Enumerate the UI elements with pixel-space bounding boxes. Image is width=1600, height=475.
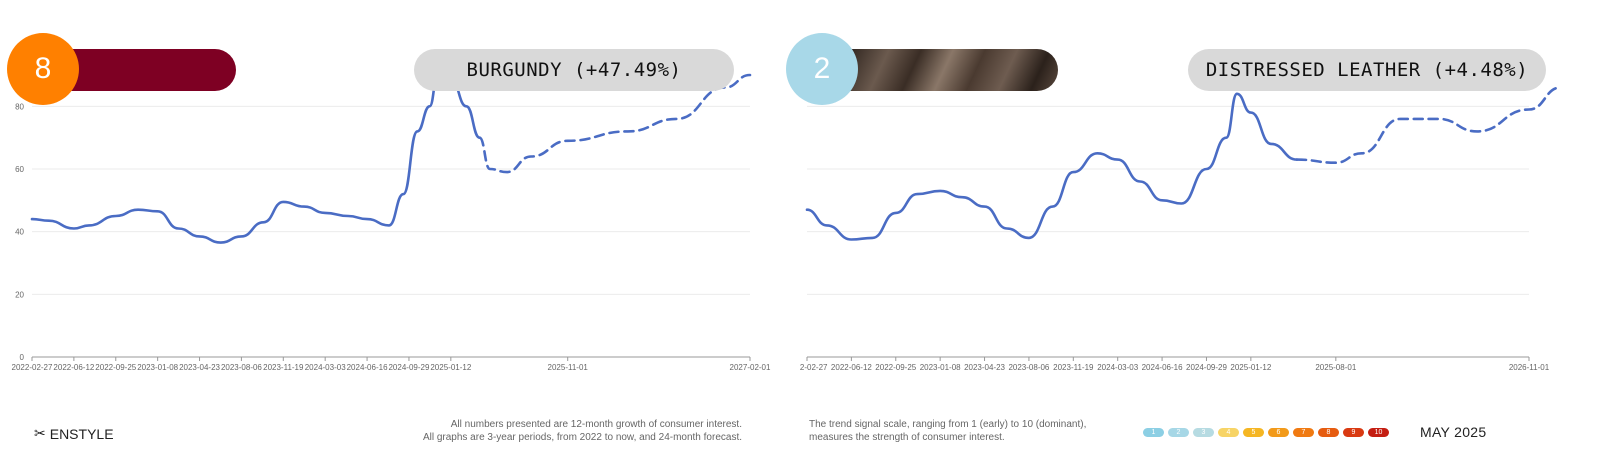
trend-panel-distressed-leather: 0204060802022-02-272022-06-122022-09-252… xyxy=(786,0,1600,400)
x-tick-label: 2027-02-01 xyxy=(730,363,771,372)
x-tick-label: 2022-06-12 xyxy=(831,363,872,372)
trend-signal-scale: 1 2 3 4 5 6 7 8 9 10 xyxy=(1143,428,1389,437)
x-tick-label: 2022-06-12 xyxy=(53,363,94,372)
x-tick-label: 2024-03-03 xyxy=(305,363,346,372)
x-tick-label: 2023-01-08 xyxy=(920,363,961,372)
scale-level-7: 7 xyxy=(1293,428,1314,437)
footnote-line-2: All graphs are 3-year periods, from 2022… xyxy=(422,432,742,443)
x-tick-label: 2026-11-01 xyxy=(1509,363,1550,372)
brand-name: ENSTYLE xyxy=(49,425,114,442)
leather-texture-swatch xyxy=(848,49,1058,91)
scale-description-line-2: measures the strength of consumer intere… xyxy=(809,432,1005,443)
x-tick-label: 2025-01-12 xyxy=(1230,363,1271,372)
x-tick-label: 2024-03-03 xyxy=(1097,363,1138,372)
x-tick-label: 2025-01-12 xyxy=(430,363,471,372)
scale-level-2: 2 xyxy=(1168,428,1189,437)
scale-level-1: 1 xyxy=(1143,428,1164,437)
x-tick-label: 2023-08-06 xyxy=(1008,363,1049,372)
x-tick-label: 2024-09-29 xyxy=(1186,363,1227,372)
x-tick-label: 2024-09-29 xyxy=(388,363,429,372)
scissors-icon: ✂ xyxy=(34,425,46,441)
y-tick-label: 20 xyxy=(15,290,24,299)
trend-panel-burgundy: 0 20 40 60 80 2022-02-27 2022-06-12 2022-09-25 2… xyxy=(0,0,800,400)
forecast-line xyxy=(478,73,752,174)
scale-level-4: 4 xyxy=(1218,428,1239,437)
x-tick-label: 2022-09-25 xyxy=(95,363,136,372)
x-tick-label: 2023-11-19 xyxy=(263,363,304,372)
trend-title: BURGUNDY (+47.49%) xyxy=(414,49,734,91)
x-tick-label: 2024-06-16 xyxy=(1142,363,1183,372)
scale-level-6: 6 xyxy=(1268,428,1289,437)
scale-level-8: 8 xyxy=(1318,428,1339,437)
y-tick-label: 0 xyxy=(20,353,25,362)
footnote-line-1: All numbers presented are 12-month growt… xyxy=(450,419,742,430)
x-tick-label: 2023-11-19 xyxy=(1053,363,1094,372)
scale-description: The trend signal scale, ranging from 1 (… xyxy=(809,418,1129,444)
y-tick-label: 40 xyxy=(15,228,24,237)
trend-title: DISTRESSED LEATHER (+4.48%) xyxy=(1188,49,1546,91)
x-tick-label: 2023-01-08 xyxy=(137,363,178,372)
x-tick-label: 2024-06-16 xyxy=(347,363,388,372)
x-tick-label: 2023-08-06 xyxy=(221,363,262,372)
x-tick-label: 2025-11-01 xyxy=(548,363,589,372)
x-tick-label: 2023-04-23 xyxy=(964,363,1005,372)
line-chart-distressed-leather: 0204060802022-02-272022-06-122022-09-252… xyxy=(800,86,1562,372)
trend-line xyxy=(805,92,1299,241)
x-tick-label: 2025-08-01 xyxy=(1315,363,1356,372)
scale-level-3: 3 xyxy=(1193,428,1214,437)
rank-badge: 8 xyxy=(7,33,79,105)
report-date: MAY 2025 xyxy=(1420,424,1487,440)
footnote: All numbers presented are 12-month growt… xyxy=(0,418,742,444)
x-tick-label: 2023-04-23 xyxy=(179,363,220,372)
scale-level-5: 5 xyxy=(1243,428,1264,437)
scale-description-line-1: The trend signal scale, ranging from 1 (… xyxy=(809,419,1087,430)
scale-level-9: 9 xyxy=(1343,428,1364,437)
rank-badge: 2 xyxy=(786,33,858,105)
x-tick-label: 2022-02-27 xyxy=(12,363,53,372)
y-tick-label: 60 xyxy=(15,165,24,174)
forecast-line xyxy=(1295,86,1562,164)
x-tick-label: 2022-02-27 xyxy=(800,363,828,372)
scale-level-10: 10 xyxy=(1368,428,1389,437)
trend-line xyxy=(30,73,481,244)
x-tick-label: 2022-09-25 xyxy=(875,363,916,372)
y-tick-label: 80 xyxy=(15,102,24,111)
brand-logo: ✂ ENSTYLE xyxy=(34,425,114,442)
